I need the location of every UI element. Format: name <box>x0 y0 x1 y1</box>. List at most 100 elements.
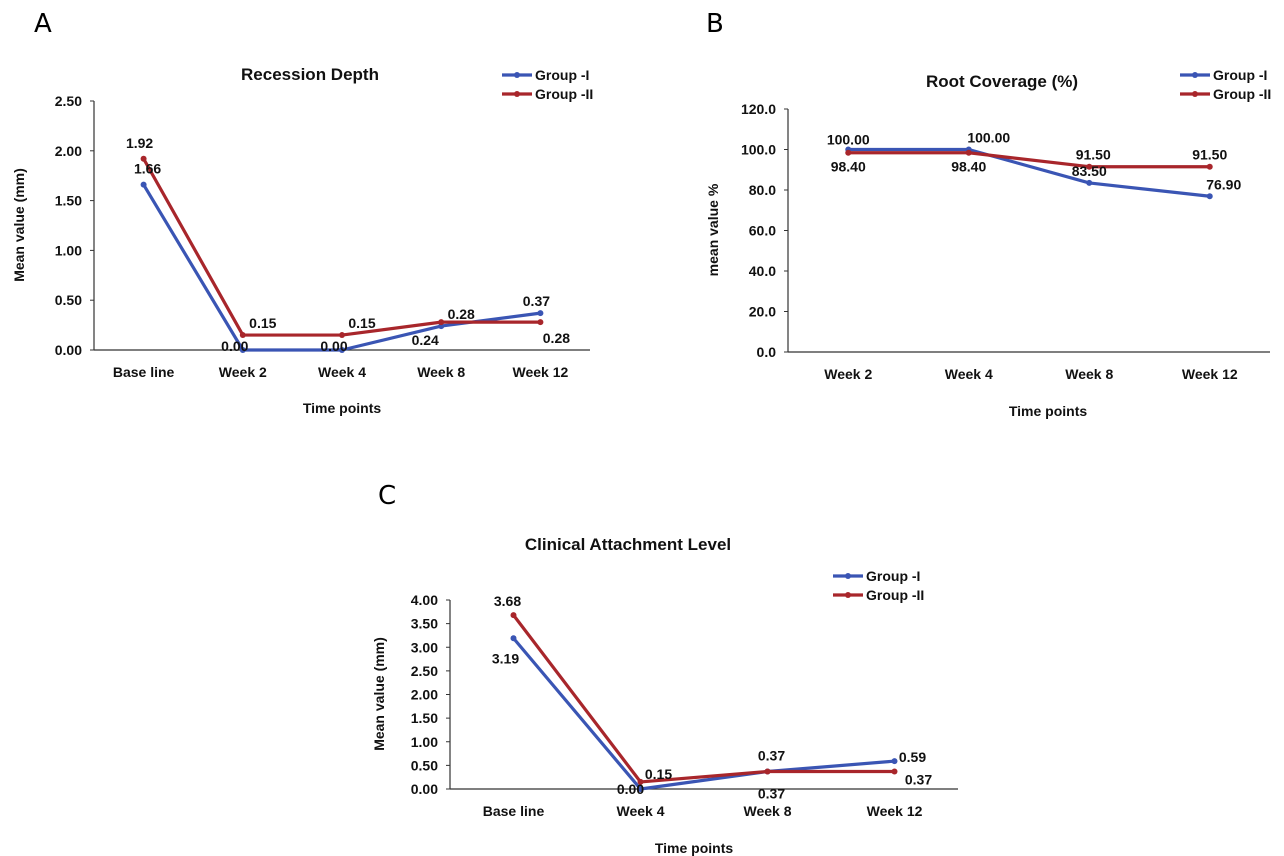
chart-title: Recession Depth <box>241 65 379 84</box>
legend-label: Group -II <box>866 587 924 603</box>
legend: Group -I Group -II <box>833 568 924 603</box>
x-tick-label: Week 8 <box>1065 366 1113 382</box>
data-label: 0.37 <box>758 748 785 764</box>
y-tick-label: 4.00 <box>411 592 438 608</box>
data-label: 100.00 <box>967 130 1010 146</box>
x-axis-label: Time points <box>303 400 382 416</box>
chart-title: Clinical Attachment Level <box>525 535 731 554</box>
data-label: 91.50 <box>1076 147 1111 163</box>
legend-marker <box>1192 72 1198 78</box>
y-tick-label: 40.0 <box>749 263 776 279</box>
y-tick-label: 2.00 <box>55 143 82 159</box>
panel-letter: B <box>706 9 724 39</box>
data-label: 0.37 <box>523 293 550 309</box>
y-tick-label: 3.00 <box>411 639 438 655</box>
data-point <box>510 612 517 619</box>
data-label: 0.00 <box>320 338 347 354</box>
data-label: 0.15 <box>645 766 672 782</box>
legend-marker <box>514 72 520 78</box>
x-tick-label: Base line <box>483 803 545 819</box>
data-label: 100.00 <box>827 132 870 148</box>
data-label: 76.90 <box>1206 176 1241 192</box>
data-point <box>339 332 345 339</box>
y-tick-label: 0.00 <box>411 781 438 797</box>
y-tick-label: 2.50 <box>411 663 438 679</box>
data-label: 0.15 <box>348 315 375 331</box>
data-label: 0.24 <box>412 332 439 348</box>
data-point <box>637 778 644 785</box>
chart-C: C Clinical Attachment Level 0.00 0.50 1.00 1.… <box>371 481 958 856</box>
data-point <box>845 149 852 156</box>
y-tick-label: 0.50 <box>55 292 82 308</box>
data-point <box>965 149 972 156</box>
y-tick-label: 60.0 <box>749 223 776 239</box>
data-label: 3.19 <box>492 650 519 666</box>
x-tick-label: Week 2 <box>219 364 267 380</box>
x-tick-label: Week 4 <box>318 364 366 380</box>
y-axis-label: Mean value (mm) <box>371 637 387 751</box>
y-tick-label: 80.0 <box>749 182 776 198</box>
x-tick-label: Week 12 <box>867 803 923 819</box>
y-tick-label: 1.50 <box>411 710 438 726</box>
series-line-1 <box>848 147 1210 198</box>
data-point <box>510 635 517 642</box>
x-tick-label: Base line <box>113 364 175 380</box>
data-label: 0.59 <box>899 749 926 765</box>
series-line-2 <box>142 157 541 337</box>
x-tick-label: Week 8 <box>744 803 792 819</box>
y-tick-label: 20.0 <box>749 304 776 320</box>
data-label: 0.15 <box>249 315 276 331</box>
x-tick-label: Week 8 <box>417 364 465 380</box>
y-tick-label: 0.0 <box>757 344 777 360</box>
legend-marker <box>514 91 520 97</box>
panel-letter: A <box>34 9 52 39</box>
legend: Group -I Group -II <box>1180 67 1271 102</box>
x-axis-label: Time points <box>1009 403 1088 419</box>
panel-letter: C <box>378 481 396 511</box>
data-point <box>637 786 644 792</box>
data-point <box>1086 179 1093 186</box>
data-point <box>1206 193 1213 200</box>
legend-label: Group -I <box>866 568 920 584</box>
data-label: 0.37 <box>905 772 932 788</box>
y-tick-label: 1.00 <box>55 242 82 258</box>
data-point <box>239 332 246 339</box>
data-point <box>891 758 898 765</box>
data-point <box>537 310 544 317</box>
legend-label: Group -I <box>535 67 589 83</box>
legend-label: Group -II <box>1213 86 1271 102</box>
y-tick-label: 1.50 <box>55 193 82 209</box>
data-label: 98.40 <box>951 159 986 175</box>
y-tick-label: 0.50 <box>411 757 438 773</box>
y-tick-label: 3.50 <box>411 616 438 632</box>
y-tick-label: 2.00 <box>411 687 438 703</box>
data-point <box>438 319 445 326</box>
data-point <box>140 181 147 188</box>
x-tick-label: Week 2 <box>824 366 872 382</box>
data-point <box>764 768 771 775</box>
x-axis-label: Time points <box>655 840 734 856</box>
data-label: 91.50 <box>1192 147 1227 163</box>
chart-B: B Root Coverage (%) 0.0 20.0 40.0 60.0 80.0 100… <box>705 9 1271 419</box>
data-point <box>1206 163 1213 170</box>
data-label: 0.28 <box>448 306 475 322</box>
x-tick-label: Week 4 <box>945 366 993 382</box>
series-line-1 <box>512 637 895 791</box>
y-tick-label: 0.00 <box>55 342 82 358</box>
y-axis-label: Mean value (mm) <box>11 168 27 282</box>
legend-label: Group -I <box>1213 67 1267 83</box>
data-label: 1.92 <box>126 135 153 151</box>
y-tick-label: 1.00 <box>411 734 438 750</box>
x-tick-label: Week 4 <box>617 803 665 819</box>
x-tick-label: Week 12 <box>1182 366 1238 382</box>
y-axis-label: mean value % <box>705 183 721 276</box>
legend-marker <box>845 573 851 579</box>
data-label: 0.37 <box>758 786 785 802</box>
data-label: 98.40 <box>831 159 866 175</box>
data-point <box>1086 163 1093 170</box>
data-label: 83.50 <box>1072 163 1107 179</box>
data-point <box>339 347 345 353</box>
data-point <box>140 155 147 162</box>
legend: Group -I Group -II <box>502 67 593 102</box>
